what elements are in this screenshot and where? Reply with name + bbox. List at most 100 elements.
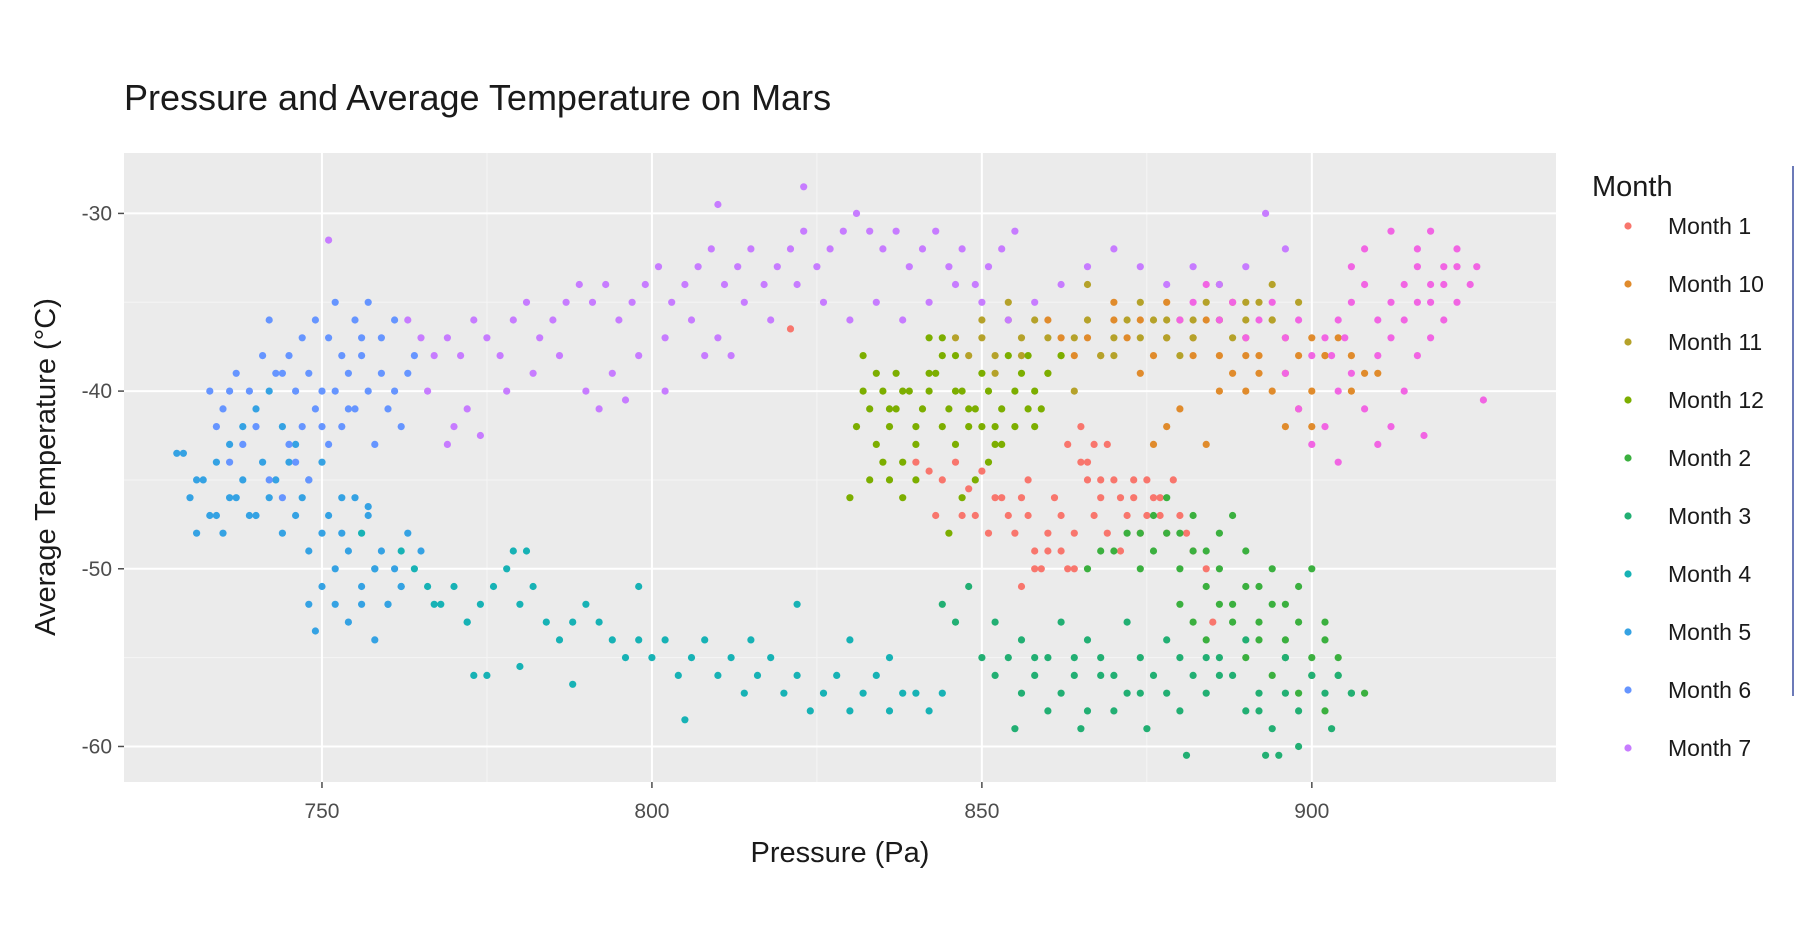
data-point (318, 458, 326, 466)
data-point (397, 582, 405, 591)
data-point (1215, 654, 1223, 662)
data-point (397, 423, 405, 431)
data-point (1242, 263, 1250, 271)
data-point (951, 334, 960, 342)
data-point (1083, 707, 1092, 715)
data-point (958, 245, 966, 253)
data-point (938, 334, 946, 342)
data-point (1011, 387, 1019, 395)
data-point (384, 405, 392, 413)
data-point (852, 423, 861, 431)
data-point (951, 280, 960, 289)
data-point (1176, 405, 1184, 413)
data-point (463, 405, 471, 413)
data-point (595, 405, 603, 413)
data-point (1149, 511, 1158, 520)
data-point (285, 458, 293, 466)
data-point (529, 582, 537, 591)
data-point (1004, 298, 1012, 306)
y-tick-label: -30 (82, 202, 112, 225)
data-point (1044, 654, 1052, 662)
data-point (1163, 334, 1171, 342)
data-point (628, 298, 636, 306)
data-point (1123, 529, 1131, 537)
data-point (621, 396, 630, 404)
data-point (1229, 334, 1237, 342)
data-point (1275, 751, 1283, 759)
data-point (885, 405, 894, 413)
data-point (1268, 280, 1276, 289)
data-point (1281, 334, 1289, 342)
data-point (1242, 582, 1250, 591)
data-point (1057, 352, 1065, 360)
data-point (1097, 494, 1105, 502)
data-point (1308, 565, 1316, 573)
data-point (1281, 369, 1289, 377)
data-point (707, 245, 715, 253)
data-point (1420, 431, 1428, 440)
data-point (562, 298, 570, 306)
data-point (549, 316, 557, 324)
data-point (338, 494, 346, 502)
data-point (846, 316, 854, 324)
data-point (1308, 423, 1316, 431)
data-point (463, 618, 471, 626)
data-point (1202, 636, 1210, 644)
data-point (846, 494, 854, 502)
data-point (384, 600, 392, 608)
data-point (1255, 316, 1263, 324)
data-point (298, 423, 306, 431)
data-point (1321, 636, 1329, 644)
y-tick-label: -60 (82, 735, 112, 758)
data-point (965, 485, 973, 493)
data-point (661, 636, 669, 644)
data-point (984, 387, 993, 395)
data-point (1163, 423, 1171, 431)
data-point (325, 511, 333, 520)
data-point (1037, 405, 1045, 413)
data-point (1202, 316, 1210, 324)
data-point (311, 316, 319, 324)
data-point (212, 423, 220, 431)
data-point (1295, 352, 1303, 360)
data-point (239, 476, 247, 484)
data-point (991, 494, 999, 502)
data-point (1281, 636, 1289, 644)
data-point (1110, 298, 1118, 306)
data-point (1255, 636, 1263, 644)
data-point (1004, 352, 1012, 360)
data-point (945, 529, 953, 537)
data-point (885, 654, 894, 662)
data-point (1031, 565, 1039, 573)
data-point (443, 440, 451, 448)
data-point (1242, 334, 1250, 342)
data-point (318, 387, 326, 395)
data-point (206, 511, 214, 520)
data-point (193, 529, 201, 537)
data-point (265, 316, 273, 324)
data-point (305, 369, 313, 377)
data-point (991, 423, 999, 431)
data-point (391, 316, 399, 324)
data-point (1031, 316, 1039, 324)
data-point (701, 352, 709, 360)
data-point (958, 387, 966, 395)
data-point (265, 387, 273, 395)
data-point (338, 529, 346, 537)
data-point (509, 316, 517, 324)
data-point (364, 511, 372, 520)
data-point (582, 387, 590, 395)
data-point (1229, 298, 1237, 306)
data-point (991, 440, 999, 448)
data-point (866, 476, 874, 484)
data-point (1097, 352, 1105, 360)
data-point (1413, 352, 1421, 360)
data-point (1361, 405, 1369, 413)
data-point (1295, 618, 1303, 626)
data-point (1321, 334, 1329, 342)
data-point (714, 200, 722, 209)
data-point (1268, 298, 1276, 306)
data-point (1341, 334, 1349, 342)
data-point (932, 369, 940, 377)
